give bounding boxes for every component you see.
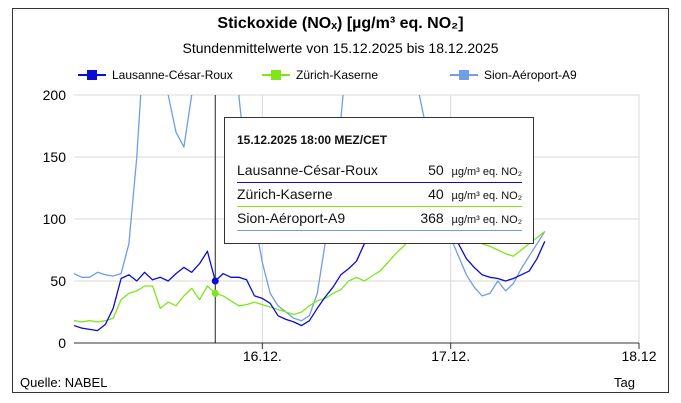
x-axis-label: Tag — [614, 375, 635, 390]
y-tick-label: 200 — [43, 87, 67, 103]
source-label: Quelle: NABEL — [20, 375, 108, 390]
tooltip-series-value: 50 µg/m³ eq. NO₂ — [428, 162, 522, 178]
legend-marker-icon — [78, 68, 106, 82]
x-tick-label: 17.12. — [431, 348, 470, 364]
legend-marker-icon — [450, 68, 478, 82]
chart-title: Stickoxide (NOₓ) [µg/m³ eq. NO₂] — [217, 15, 464, 32]
tooltip-row-lausanne: Lausanne-César-Roux 50 µg/m³ eq. NO₂ — [237, 159, 522, 183]
y-tick-labels: 0 50 100 150 200 — [43, 87, 67, 351]
axes — [74, 342, 640, 349]
tooltip-series-name: Lausanne-César-Roux — [237, 162, 378, 178]
series-line — [74, 178, 546, 332]
x-tick-label: 18.12 — [621, 348, 656, 364]
tooltip-series-name: Zürich-Kaserne — [237, 186, 333, 202]
hover-point — [211, 277, 219, 285]
legend-label: Sion-Aéroport-A9 — [484, 68, 577, 82]
tooltip-series-underline — [237, 182, 522, 183]
tooltip-series-underline — [237, 206, 522, 207]
legend-label: Zürich-Kaserne — [296, 68, 379, 82]
y-tick-label: 0 — [58, 335, 66, 351]
tooltip-series-value: 368 µg/m³ eq. NO₂ — [420, 210, 522, 226]
legend-marker-icon — [262, 68, 290, 82]
chart-subtitle: Stundenmittelwerte von 15.12.2025 bis 18… — [182, 40, 499, 56]
data-tooltip: 15.12.2025 18:00 MEZ/CET Lausanne-César-… — [224, 117, 534, 244]
tooltip-series-name: Sion-Aéroport-A9 — [237, 210, 346, 226]
legend-label: Lausanne-César-Roux — [112, 68, 233, 82]
crosshair — [211, 95, 219, 343]
tooltip-row-zurich: Zürich-Kaserne 40 µg/m³ eq. NO₂ — [237, 183, 522, 207]
legend-item-sion[interactable]: Sion-Aéroport-A9 — [450, 66, 577, 84]
hover-point — [211, 289, 219, 297]
y-tick-label: 50 — [50, 273, 66, 289]
x-tick-labels: 16.12. 17.12. 18.12 — [243, 348, 657, 364]
x-tick-label: 16.12. — [243, 348, 282, 364]
y-tick-label: 150 — [43, 149, 67, 165]
tooltip-series-underline — [237, 230, 522, 231]
legend-item-zurich[interactable]: Zürich-Kaserne — [262, 66, 378, 84]
tooltip-row-sion: Sion-Aéroport-A9 368 µg/m³ eq. NO₂ — [237, 207, 522, 231]
tooltip-series-value: 40 µg/m³ eq. NO₂ — [428, 186, 522, 202]
legend-item-lausanne[interactable]: Lausanne-César-Roux — [78, 66, 233, 84]
series-line — [74, 95, 546, 322]
y-tick-label: 100 — [43, 211, 67, 227]
tooltip-header: 15.12.2025 18:00 MEZ/CET — [237, 133, 388, 147]
